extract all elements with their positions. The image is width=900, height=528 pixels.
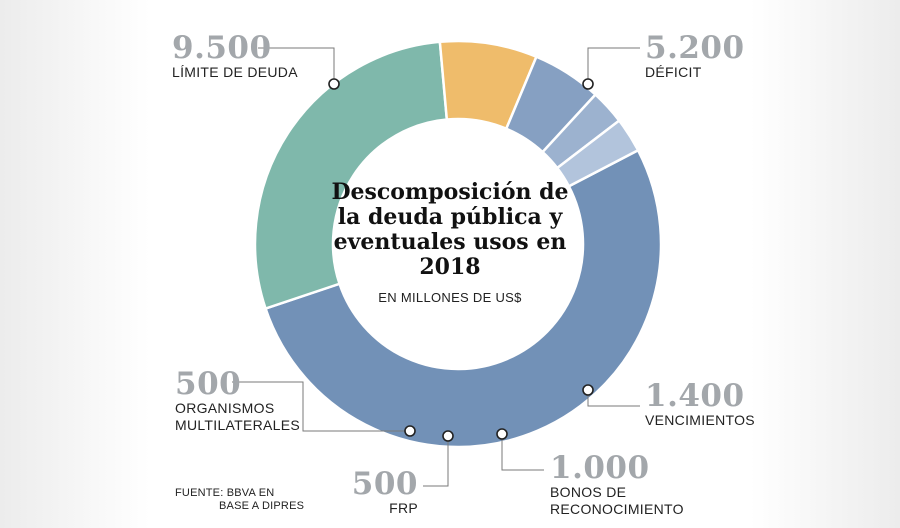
- leader-dot-deficit: [582, 78, 594, 90]
- source-note: FUENTE: BBVA EN BASE A DIPRES: [175, 487, 304, 513]
- slice-value: 9.500: [172, 30, 272, 66]
- source-line-2: BASE A DIPRES: [219, 500, 305, 512]
- slice-label-bonos-de-reconocimiento: 1.000 BONOS DE RECONOCIMIENTO: [550, 452, 700, 518]
- slice-value: 1.000: [550, 450, 650, 486]
- slice-label-deficit: 5.200 DÉFICIT: [645, 32, 745, 81]
- slice-category: ORGANISMOS MULTILATERALES: [175, 400, 301, 433]
- slice-label-frp: 500 FRP: [320, 468, 418, 517]
- source-line-1: FUENTE: BBVA EN: [175, 487, 275, 499]
- leader-line-organismos-multilaterales: [232, 381, 410, 432]
- slice-label-limite-de-deuda: 9.500 LÍMITE DE DEUDA: [172, 32, 298, 81]
- slice-value: 500: [175, 366, 242, 402]
- slice-value: 5.200: [645, 30, 745, 66]
- leader-dot-bonos-de-reconocimiento: [496, 428, 508, 440]
- donut-slice-limite-de-deuda: [263, 148, 663, 449]
- leader-line-limite-de-deuda: [258, 47, 335, 84]
- slice-value: 500: [351, 466, 418, 502]
- slice-value: 1.400: [645, 378, 745, 414]
- slice-category: LÍMITE DE DEUDA: [172, 64, 298, 80]
- slice-category: BONOS DE RECONOCIMIENTO: [550, 484, 684, 517]
- chart-center-text: Descomposición de la deuda pública y eve…: [330, 179, 570, 306]
- slice-label-vencimientos: 1.400 VENCIMIENTOS: [645, 380, 755, 429]
- leader-dot-organismos-multilaterales: [404, 425, 416, 437]
- leader-dot-frp: [442, 430, 454, 442]
- slice-label-organismos-multilaterales: 500 ORGANISMOS MULTILATERALES: [175, 368, 315, 434]
- leader-dot-limite-de-deuda: [328, 78, 340, 90]
- slice-category: DÉFICIT: [645, 64, 702, 80]
- leader-line-deficit: [587, 47, 640, 84]
- leader-line-frp: [423, 436, 449, 487]
- chart-title: Descomposición de la deuda pública y eve…: [331, 179, 569, 280]
- slice-category: FRP: [389, 500, 418, 516]
- leader-dot-vencimientos: [582, 384, 594, 396]
- leader-line-bonos-de-reconocimiento: [501, 434, 544, 471]
- slice-category: VENCIMIENTOS: [645, 412, 755, 428]
- donut-slice-deficit: [253, 40, 449, 311]
- donut-slice-organismos-multilaterales: [555, 118, 640, 188]
- chart-subtitle: EN MILLONES DE US$: [378, 290, 522, 305]
